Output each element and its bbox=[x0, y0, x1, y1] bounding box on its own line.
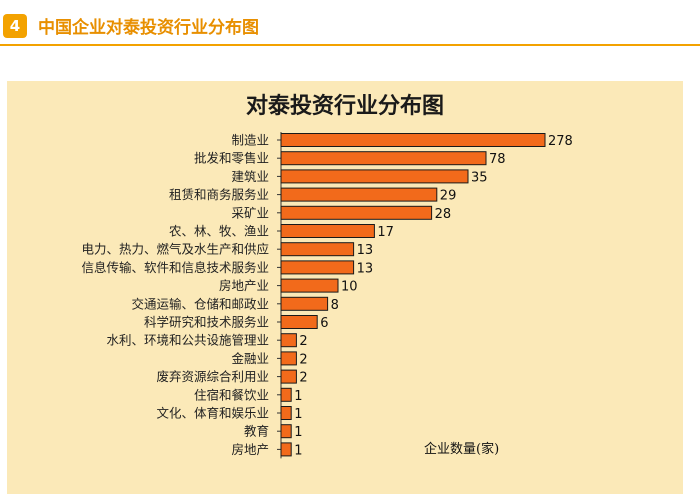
category-label: 住宿和餐饮业 bbox=[194, 387, 269, 402]
value-label: 2 bbox=[299, 371, 307, 386]
bar bbox=[280, 442, 292, 457]
bar bbox=[280, 151, 487, 166]
category-label: 文化、体育和娱乐业 bbox=[156, 406, 269, 421]
value-label: 6 bbox=[320, 316, 328, 331]
bar bbox=[280, 133, 546, 147]
value-label: 1 bbox=[294, 425, 302, 440]
value-label: 278 bbox=[548, 134, 573, 149]
category-label: 废弃资源综合利用业 bbox=[156, 369, 269, 384]
bar bbox=[280, 333, 297, 348]
value-label: 78 bbox=[489, 152, 506, 167]
bar bbox=[280, 187, 438, 202]
section-title: 中国企业对泰投资行业分布图 bbox=[38, 18, 259, 38]
category-label: 金融业 bbox=[231, 351, 269, 366]
value-label: 2 bbox=[299, 334, 307, 349]
category-label: 电力、热力、燃气及水生产和供应 bbox=[81, 242, 269, 257]
category-label: 批发和零售业 bbox=[194, 151, 269, 166]
category-label: 水利、环境和公共设施管理业 bbox=[106, 333, 269, 348]
chart-title: 对泰投资行业分布图 bbox=[245, 94, 444, 119]
bar bbox=[280, 315, 318, 329]
value-label: 35 bbox=[471, 170, 488, 185]
category-label: 采矿业 bbox=[231, 205, 269, 220]
chart-panel: 对泰投资行业分布图 bbox=[7, 81, 683, 494]
bar bbox=[280, 278, 339, 293]
category-label: 信息传输、软件和信息技术服务业 bbox=[81, 260, 269, 275]
x-axis-label: 企业数量(家) bbox=[424, 442, 500, 457]
value-label: 13 bbox=[357, 243, 374, 258]
category-label: 农、林、牧、渔业 bbox=[169, 224, 269, 239]
bar bbox=[280, 169, 469, 184]
bar bbox=[280, 424, 292, 439]
value-label: 13 bbox=[357, 261, 374, 276]
header-divider bbox=[0, 44, 700, 46]
category-label: 租赁和商务服务业 bbox=[169, 187, 269, 202]
bar bbox=[280, 387, 292, 402]
value-label: 1 bbox=[294, 407, 302, 422]
bar bbox=[280, 242, 355, 257]
section-number-badge: 4 bbox=[3, 14, 27, 38]
bar bbox=[280, 369, 297, 384]
category-label: 交通运输、仓储和邮政业 bbox=[131, 296, 269, 311]
category-label: 制造业 bbox=[231, 133, 269, 148]
bar bbox=[280, 260, 355, 275]
bar bbox=[280, 224, 375, 238]
bar bbox=[280, 351, 297, 366]
category-label: 建筑业 bbox=[231, 169, 269, 184]
category-label: 教育 bbox=[244, 424, 269, 439]
value-label: 2 bbox=[299, 352, 307, 367]
category-label: 房地产 bbox=[231, 442, 269, 457]
value-label: 1 bbox=[294, 443, 302, 458]
bar bbox=[280, 205, 433, 220]
value-label: 1 bbox=[294, 389, 302, 404]
value-label: 17 bbox=[377, 225, 394, 240]
bar bbox=[280, 406, 292, 420]
bar bbox=[280, 296, 329, 311]
value-label: 8 bbox=[331, 298, 339, 313]
value-label: 10 bbox=[341, 280, 358, 295]
category-label: 房地产业 bbox=[219, 278, 269, 293]
value-label: 28 bbox=[435, 207, 452, 222]
category-label: 科学研究和技术服务业 bbox=[144, 315, 269, 330]
section-header: 4 中国企业对泰投资行业分布图 bbox=[0, 0, 700, 46]
value-label: 29 bbox=[440, 189, 457, 204]
